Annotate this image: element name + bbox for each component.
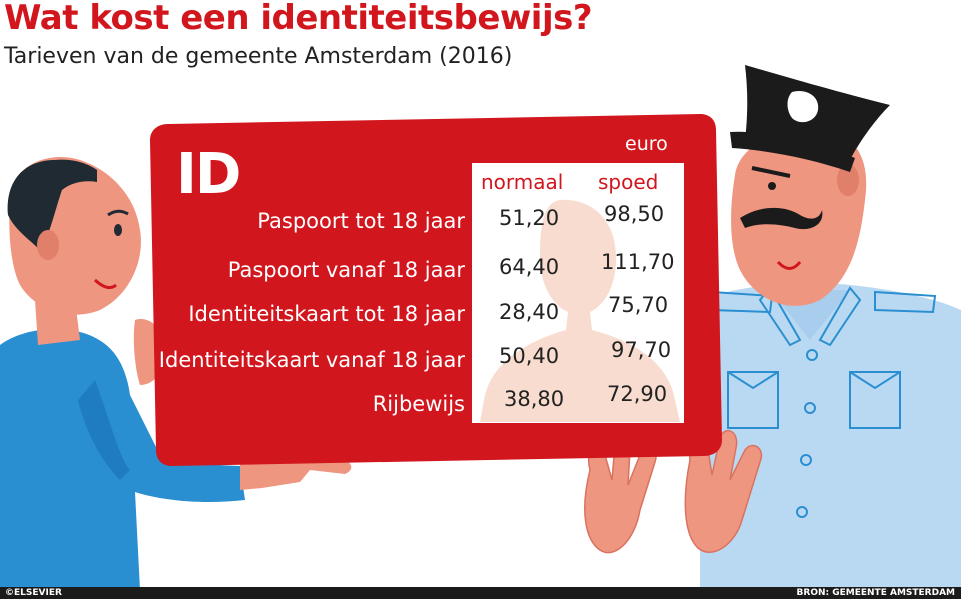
row-label-identiteitskaart-tot-18: Identiteitskaart tot 18 jaar	[188, 302, 465, 326]
value-normaal: 50,40	[499, 344, 560, 368]
row-label-identiteitskaart-vanaf-18: Identiteitskaart vanaf 18 jaar	[158, 348, 465, 372]
row-label-paspoort-tot-18: Paspoort tot 18 jaar	[257, 209, 465, 233]
value-spoed: 75,70	[608, 293, 669, 317]
id-label: ID	[176, 142, 241, 207]
column-header-spoed: spoed	[598, 170, 659, 194]
value-normaal: 64,40	[499, 255, 560, 279]
value-normaal: 51,20	[499, 206, 560, 230]
row-label-rijbewijs: Rijbewijs	[372, 392, 465, 416]
row-label-paspoort-vanaf-18: Paspoort vanaf 18 jaar	[227, 258, 465, 282]
value-normaal: 38,80	[504, 387, 565, 411]
id-card	[150, 114, 722, 466]
footer-credit: ©ELSEVIER	[5, 588, 62, 598]
page-subtitle: Tarieven van de gemeente Amsterdam (2016…	[4, 44, 513, 69]
currency-label: euro	[625, 133, 668, 155]
value-spoed: 98,50	[604, 202, 665, 226]
column-header-normaal: normaal	[481, 170, 564, 194]
footer-source: BRON: GEMEENTE AMSTERDAM	[796, 588, 955, 598]
value-spoed: 111,70	[601, 250, 675, 274]
value-spoed: 97,70	[611, 338, 672, 362]
value-spoed: 72,90	[607, 382, 668, 406]
portrait-silhouette	[480, 199, 680, 422]
page-title: Wat kost een identiteitsbewijs?	[4, 0, 593, 38]
policeman	[584, 65, 961, 590]
footer-bar: ©ELSEVIER BRON: GEMEENTE AMSTERDAM	[0, 587, 961, 599]
value-normaal: 28,40	[499, 300, 560, 324]
